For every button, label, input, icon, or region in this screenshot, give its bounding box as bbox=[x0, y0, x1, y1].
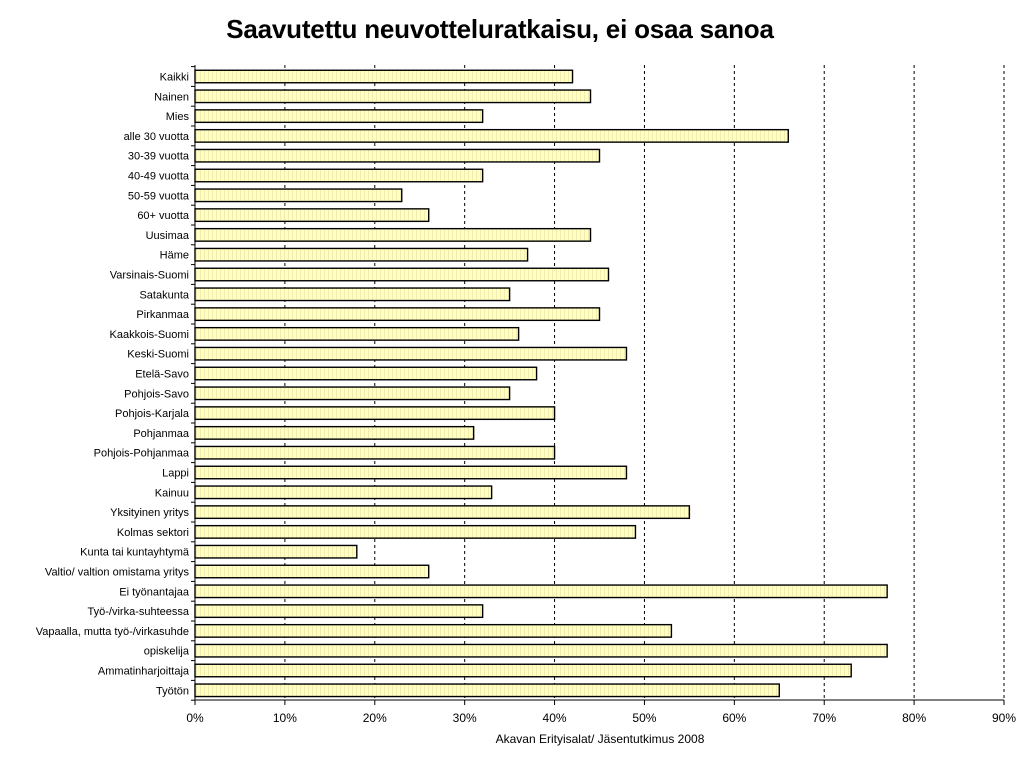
bar bbox=[194, 564, 430, 579]
category-label: Nainen bbox=[154, 91, 189, 103]
x-tick-label: 60% bbox=[722, 711, 746, 725]
category-label: 60+ vuotta bbox=[137, 210, 190, 222]
category-label: Työtön bbox=[156, 685, 189, 697]
category-label: Varsinais-Suomi bbox=[110, 270, 189, 282]
category-label: 40-49 vuotta bbox=[128, 171, 190, 183]
category-label: Ei työnantajaa bbox=[119, 586, 190, 598]
bar bbox=[194, 445, 556, 460]
bar bbox=[194, 366, 538, 381]
bar bbox=[194, 148, 601, 163]
bars bbox=[194, 69, 888, 698]
bar bbox=[194, 604, 484, 619]
category-label: Yksityinen yritys bbox=[110, 507, 189, 519]
bar bbox=[194, 465, 628, 480]
x-tick-labels: 0% 10% 20% 30% 40% 50% 60% 70% 80% 90% bbox=[186, 711, 1016, 725]
category-label: Keski-Suomi bbox=[127, 349, 189, 361]
x-tick-label: 10% bbox=[273, 711, 297, 725]
category-labels: Kaikki Nainen Mies alle 30 vuotta 30-39 vuot… bbox=[36, 72, 190, 698]
category-label: opiskelija bbox=[144, 646, 190, 658]
category-label: Pirkanmaa bbox=[136, 309, 189, 321]
bar bbox=[194, 227, 592, 242]
category-label: Uusimaa bbox=[146, 230, 190, 242]
bar bbox=[194, 69, 574, 84]
bar bbox=[194, 623, 673, 638]
axes bbox=[191, 65, 1005, 705]
bar bbox=[194, 386, 511, 401]
category-label: Mies bbox=[166, 111, 190, 123]
bar bbox=[194, 109, 484, 124]
x-tick-label: 40% bbox=[543, 711, 567, 725]
bar bbox=[194, 683, 780, 698]
bar bbox=[194, 524, 637, 539]
category-label: Etelä-Savo bbox=[135, 369, 189, 381]
category-label: Työ-/virka-suhteessa bbox=[88, 606, 190, 618]
category-label: 50-59 vuotta bbox=[128, 190, 190, 202]
category-label: Pohjois-Savo bbox=[124, 388, 189, 400]
category-label: alle 30 vuotta bbox=[124, 131, 190, 143]
x-tick-label: 20% bbox=[363, 711, 387, 725]
category-label: Valtio/ valtion omistama yritys bbox=[45, 567, 190, 579]
bar bbox=[194, 287, 511, 302]
bar bbox=[194, 307, 601, 322]
category-label: Pohjois-Pohjanmaa bbox=[94, 448, 190, 460]
category-label: Pohjois-Karjala bbox=[115, 408, 190, 420]
bar bbox=[194, 346, 628, 361]
category-label: Kunta tai kuntayhtymä bbox=[80, 547, 190, 559]
category-label: Vapaalla, mutta työ-/virkasuhde bbox=[36, 626, 189, 638]
bar bbox=[194, 247, 529, 262]
category-label: 30-39 vuotta bbox=[128, 151, 190, 163]
bar bbox=[194, 584, 888, 599]
category-label: Häme bbox=[160, 250, 189, 262]
x-tick-label: 90% bbox=[992, 711, 1016, 725]
x-tick-label: 50% bbox=[632, 711, 656, 725]
bar bbox=[194, 663, 852, 678]
category-label: Lappi bbox=[162, 468, 189, 480]
bar bbox=[194, 425, 475, 440]
x-tick-label: 30% bbox=[453, 711, 477, 725]
category-label: Kaikki bbox=[160, 72, 189, 84]
category-label: Kaakkois-Suomi bbox=[110, 329, 189, 341]
x-tick-label: 80% bbox=[902, 711, 926, 725]
x-axis-label: Akavan Erityisalat/ Jäsentutkimus 2008 bbox=[495, 732, 705, 746]
bar bbox=[194, 89, 592, 104]
bar bbox=[194, 326, 520, 341]
category-label: Ammatinharjoittaja bbox=[98, 666, 190, 678]
bar bbox=[194, 643, 888, 658]
bar bbox=[194, 128, 789, 143]
x-tick-label: 0% bbox=[186, 711, 204, 725]
x-tick-label: 70% bbox=[812, 711, 836, 725]
bar bbox=[194, 485, 493, 500]
category-label: Kainuu bbox=[155, 487, 189, 499]
bar bbox=[194, 544, 358, 559]
category-label: Satakunta bbox=[139, 289, 189, 301]
chart-title: Saavutettu neuvotteluratkaisu, ei osaa s… bbox=[226, 14, 774, 44]
category-label: Kolmas sektori bbox=[117, 527, 189, 539]
bar bbox=[194, 505, 691, 520]
category-label: Pohjanmaa bbox=[133, 428, 190, 440]
bar bbox=[194, 188, 403, 203]
bar bbox=[194, 406, 556, 421]
bar bbox=[194, 208, 430, 223]
bar bbox=[194, 168, 484, 183]
bar bbox=[194, 267, 610, 282]
